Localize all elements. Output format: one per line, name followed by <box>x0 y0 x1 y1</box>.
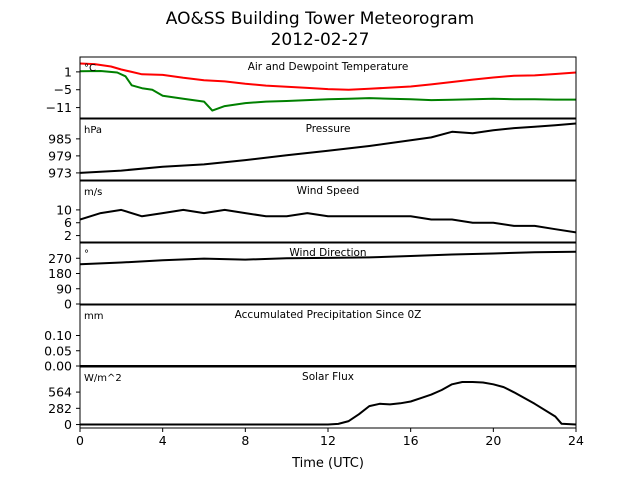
series-line-wind-direction-0 <box>80 250 576 266</box>
panel-frame <box>79 56 577 119</box>
x-tick-label: 0 <box>76 433 84 448</box>
series-line-pressure-0 <box>80 122 576 174</box>
x-tick-label: 20 <box>485 433 501 448</box>
y-tick-label: 985 <box>48 131 72 146</box>
unit-label: W/m^2 <box>84 373 122 384</box>
panel-frame <box>79 180 577 243</box>
unit-label: hPa <box>84 125 102 136</box>
unit-label: mm <box>84 311 103 322</box>
panel-precip: 0.100.050.00 mm Accumulated Precipitation … <box>44 304 577 374</box>
unit-label: ° <box>84 249 89 260</box>
series-line-temp-0 <box>80 62 576 91</box>
y-tick-label: 10 <box>56 202 72 217</box>
series-line-temp-1 <box>80 70 576 112</box>
panel-title: Pressure <box>306 123 351 135</box>
panel-title: Solar Flux <box>302 371 354 383</box>
y-tick-label: 0.05 <box>44 343 72 358</box>
y-tick-label: −11 <box>46 100 72 115</box>
panel-title: Air and Dewpoint Temperature <box>248 61 409 73</box>
panel-pressure: 985 979 973 hPa Pressure <box>48 118 577 181</box>
x-tick-label: 12 <box>320 433 336 448</box>
y-tick-label: 1 <box>64 64 72 79</box>
panel-title: Wind Direction <box>289 247 366 259</box>
y-tick-label: 2 <box>64 228 72 243</box>
y-tick-label: 6 <box>64 215 72 230</box>
x-axis: 0 4 8 12 16 20 24 <box>76 428 584 448</box>
unit-label: m/s <box>84 187 102 198</box>
panel-title: Wind Speed <box>297 185 360 197</box>
y-tick-label: 979 <box>48 148 72 163</box>
y-tick-label: 973 <box>48 165 72 180</box>
unit-label: °C <box>84 63 96 74</box>
y-tick-label: 282 <box>48 401 72 416</box>
figure-title: AO&SS Building Tower Meteorogram <box>166 9 474 29</box>
y-tick-label: 270 <box>48 251 72 266</box>
series-line-wind-speed-0 <box>80 208 576 234</box>
x-tick-label: 16 <box>403 433 419 448</box>
panel-frame <box>79 118 577 181</box>
panels: 1−5−11°C Air and Dewpoint Temperature9859… <box>44 56 577 432</box>
y-tick-label: 0.10 <box>44 328 72 343</box>
panel-temp: 1 −5 −11 °C Air and Dewpoint Temperature <box>46 56 577 119</box>
y-tick-label: 564 <box>48 385 72 400</box>
x-tick-label: 24 <box>568 433 584 448</box>
y-tick-label: −5 <box>54 82 72 97</box>
figure-subtitle: 2012-02-27 <box>271 30 370 50</box>
y-tick-label: 0 <box>64 417 72 432</box>
panel-title: Accumulated Precipitation Since 0Z <box>235 309 422 321</box>
x-tick-label: 8 <box>241 433 249 448</box>
x-tick-label: 4 <box>159 433 167 448</box>
y-tick-label: 0.00 <box>44 359 72 374</box>
series-line-solar-0 <box>80 381 576 426</box>
y-tick-label: 0 <box>64 297 72 312</box>
x-axis-label: Time (UTC) <box>291 456 364 471</box>
y-tick-label: 90 <box>56 281 72 296</box>
y-tick-label: 180 <box>48 266 72 281</box>
